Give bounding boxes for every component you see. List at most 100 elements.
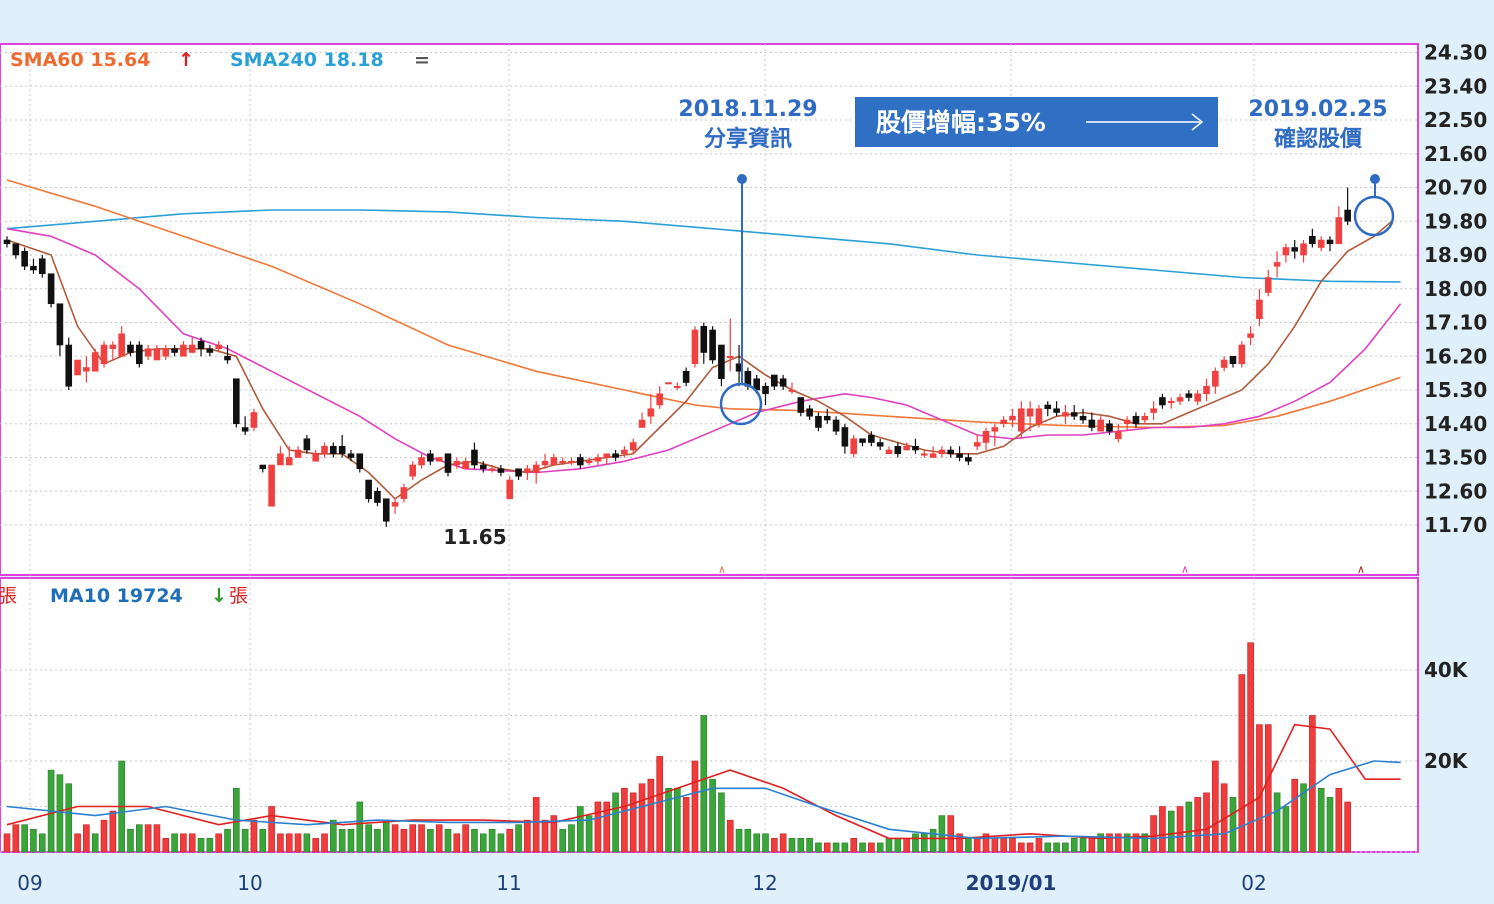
candle-body <box>136 344 143 365</box>
price-tick-label: 24.30 <box>1424 41 1487 65</box>
volume-bar <box>700 715 708 853</box>
candle-body <box>956 453 963 458</box>
long-arrow-icon <box>1086 113 1204 131</box>
volume-bar <box>1203 792 1210 853</box>
volume-bar <box>1053 842 1060 853</box>
price-tick-label: 22.50 <box>1424 108 1487 132</box>
candle-body <box>47 273 55 305</box>
volume-bar <box>779 833 787 853</box>
candle-body <box>656 393 663 406</box>
volume-bar <box>912 833 919 853</box>
candle-body <box>1317 239 1325 248</box>
volume-bar <box>665 787 672 853</box>
volume-bar <box>12 824 20 853</box>
candle-body <box>1273 262 1281 267</box>
volume-bar <box>929 828 937 853</box>
candle-body <box>497 468 505 473</box>
volume-bar <box>136 824 143 853</box>
volume-bar <box>409 824 417 853</box>
candle-body <box>1000 419 1007 425</box>
volume-bar <box>1159 806 1166 853</box>
candle-body <box>21 250 28 267</box>
price-tick-label: 16.20 <box>1424 344 1487 368</box>
candle-body <box>665 382 672 385</box>
volume-bar <box>206 838 214 853</box>
volume-bar <box>21 824 28 853</box>
candle-body <box>1282 247 1290 256</box>
volume-bar <box>418 824 425 853</box>
candle-body <box>180 344 187 357</box>
volume-bar <box>947 815 955 853</box>
volume-bar <box>744 828 752 853</box>
volume-bar <box>1300 783 1307 853</box>
candle-body <box>585 460 593 464</box>
candle-body <box>603 453 611 458</box>
candle-body <box>197 340 205 350</box>
candle-body <box>1256 299 1263 320</box>
ma10-arrow-icon: ↓ <box>211 585 227 607</box>
volume-bar <box>400 828 408 853</box>
candle-body <box>1141 415 1149 421</box>
volume-axis: 40K 20K <box>1424 658 1469 773</box>
candle-body <box>162 348 170 357</box>
candle-body <box>1335 217 1343 245</box>
volume-bar <box>682 797 690 853</box>
price-tick-label: 11.70 <box>1424 513 1487 537</box>
candle-body <box>629 442 637 451</box>
candle-body <box>1220 359 1228 368</box>
volume-bar <box>1044 842 1052 853</box>
volume-bar <box>832 842 840 853</box>
candle-body <box>303 438 311 451</box>
volume-bar <box>1079 838 1087 853</box>
sma240-label: SMA240 18.18 <box>230 49 384 71</box>
candle-body <box>718 344 725 380</box>
candle-body <box>294 449 302 458</box>
candle-body <box>171 348 178 353</box>
candle-body <box>524 468 531 473</box>
volume-bar <box>1106 833 1113 853</box>
candle-body <box>638 419 646 428</box>
candle-body <box>1326 239 1334 245</box>
candle-body <box>912 445 919 451</box>
volume-bar <box>479 833 487 853</box>
volume-bar <box>1185 801 1193 853</box>
candle-body <box>30 265 37 271</box>
candle-body <box>83 367 90 372</box>
volume-bar <box>965 838 972 853</box>
volume-bar <box>444 828 452 853</box>
candle-body <box>285 457 293 466</box>
candle-body <box>312 453 320 462</box>
candle-body <box>1344 209 1351 222</box>
volume-bar <box>1229 797 1237 853</box>
volume-bar <box>330 819 337 853</box>
candle-body <box>1132 415 1140 425</box>
volume-bar <box>188 833 196 853</box>
candle-body <box>1300 243 1307 256</box>
price-tick-label: 18.90 <box>1424 243 1487 267</box>
increase-text: 股價增幅:35% <box>876 108 1046 137</box>
volume-bar <box>171 833 178 853</box>
candle-body <box>453 460 461 466</box>
candle-body <box>374 490 381 503</box>
candle-body <box>277 453 284 466</box>
volume-bar <box>321 833 328 853</box>
month-tick-label: 02 <box>1241 871 1266 895</box>
candle-body <box>418 457 425 466</box>
volume-bar <box>382 819 390 853</box>
month-tick-label: 11 <box>496 871 521 895</box>
candle-body <box>100 344 108 365</box>
candle-body <box>91 352 99 372</box>
volume-bar <box>1070 838 1078 853</box>
volume-bar <box>250 819 258 853</box>
candle-body <box>65 344 73 387</box>
volume-bar <box>638 783 646 853</box>
volume-bar <box>576 806 584 853</box>
candle-body <box>973 442 981 447</box>
candle-body <box>233 378 240 425</box>
volume-bar <box>1141 833 1149 853</box>
candle-body <box>1009 415 1016 421</box>
volume-bar <box>162 838 170 853</box>
volume-bar <box>532 797 540 853</box>
candle-body <box>488 468 496 471</box>
